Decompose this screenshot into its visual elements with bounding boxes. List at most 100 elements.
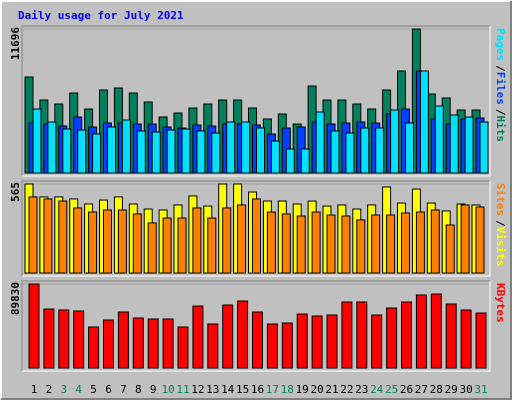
bar (47, 121, 57, 174)
bar (371, 314, 383, 369)
bar (475, 206, 485, 274)
bar (356, 219, 366, 274)
panel-bevel-dark (21, 180, 490, 276)
y-tick-label: 11696 (9, 27, 22, 60)
y-tick-label: 89830 (9, 282, 22, 315)
x-tick-label: 5 (90, 383, 97, 396)
legend: Pages/Files/Hits (494, 28, 507, 142)
bar (107, 126, 116, 174)
x-tick-label: 11 (176, 383, 189, 396)
bar (241, 121, 251, 174)
bar (445, 224, 455, 274)
bar (92, 133, 102, 174)
bar (207, 217, 217, 274)
bar (103, 319, 114, 369)
bar (256, 127, 265, 174)
bar (419, 70, 429, 174)
bar (226, 121, 236, 174)
x-tick-label: 25 (385, 383, 398, 396)
panel-bevel-dark (21, 280, 490, 371)
bar (360, 127, 370, 174)
bar (356, 301, 368, 369)
bar (77, 129, 87, 174)
bar (460, 309, 472, 369)
bar (196, 130, 206, 174)
bar (315, 111, 325, 174)
bar (181, 128, 191, 174)
bar (58, 200, 68, 274)
bar (266, 323, 278, 369)
bar (390, 109, 400, 174)
bar (132, 213, 142, 274)
x-tick-label: 16 (251, 383, 264, 396)
x-tick-label: 31 (474, 383, 487, 396)
y-tick-label: 565 (9, 182, 22, 202)
bar (147, 318, 159, 369)
x-tick-label: 28 (430, 383, 443, 396)
x-tick-label: 24 (370, 383, 384, 396)
panel-bevel-light (22, 26, 491, 177)
bar (88, 326, 100, 369)
bar (266, 211, 276, 274)
bar (341, 215, 351, 274)
bar (73, 207, 83, 274)
x-tick-label: 2 (46, 383, 53, 396)
panel-bevel-light (22, 181, 491, 277)
bar (132, 317, 144, 369)
bar (147, 222, 157, 274)
bar (192, 305, 204, 369)
bar (341, 301, 353, 369)
bar (296, 313, 308, 369)
legend-entry: Hits (494, 116, 507, 143)
x-tick-label: 19 (296, 383, 309, 396)
bar (281, 213, 291, 274)
legend-entry: Pages (494, 28, 507, 61)
legend-separator: / (494, 65, 507, 72)
panel-bevel-light (22, 281, 491, 372)
legend: Sites /Visits (494, 183, 507, 267)
bar (121, 119, 131, 174)
bar (445, 303, 457, 369)
x-tick-label: 29 (445, 383, 458, 396)
x-tick-label: 7 (120, 383, 127, 396)
x-tick-label: 12 (191, 383, 204, 396)
bar (222, 207, 232, 274)
bar (345, 132, 355, 174)
bar (177, 326, 189, 369)
bar (326, 214, 336, 274)
bar (330, 130, 340, 174)
bar (103, 209, 112, 274)
bar (300, 148, 310, 174)
bar (296, 215, 306, 274)
bar (28, 196, 38, 274)
x-tick-label: 4 (75, 383, 82, 396)
bar (434, 105, 444, 174)
bar (207, 323, 219, 369)
bar (117, 209, 127, 274)
bar (375, 127, 385, 174)
x-tick-label: 14 (221, 383, 235, 396)
x-tick-label: 23 (355, 383, 368, 396)
bar (43, 308, 55, 369)
bar (192, 207, 202, 274)
x-tick-label: 26 (400, 383, 413, 396)
bar (166, 129, 176, 174)
bar (415, 294, 427, 369)
bar (371, 214, 381, 274)
bar (222, 304, 234, 369)
legend-separator: / (494, 109, 507, 116)
bar (415, 211, 425, 274)
legend-separator: / (494, 220, 507, 227)
x-tick-label: 10 (161, 383, 174, 396)
bar (386, 307, 398, 369)
bar (211, 132, 221, 174)
bar (311, 315, 323, 369)
bar (326, 314, 338, 369)
bar (32, 108, 42, 174)
x-tick-label: 27 (415, 383, 428, 396)
bar (311, 211, 321, 274)
bar (177, 217, 187, 274)
